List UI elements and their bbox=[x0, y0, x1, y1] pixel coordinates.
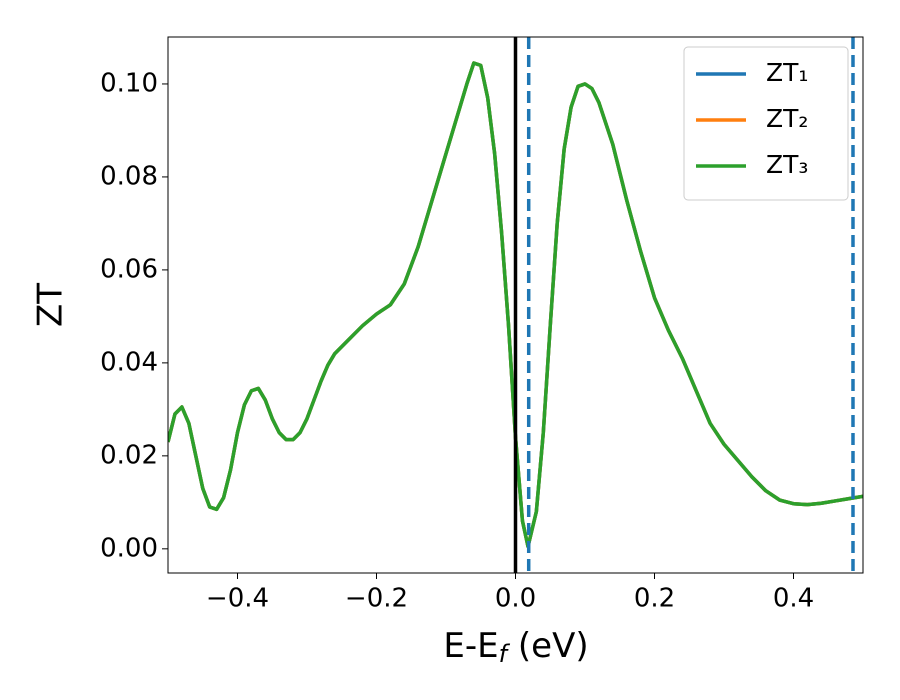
y-tick-label: 0.08 bbox=[100, 161, 158, 191]
y-tick-label: 0.06 bbox=[100, 254, 158, 284]
legend-box bbox=[683, 46, 849, 201]
x-tick-label: 0.4 bbox=[773, 584, 814, 614]
plot-area bbox=[168, 37, 863, 573]
y-tick-label: 0.04 bbox=[100, 347, 158, 377]
x-label-part: E-E bbox=[443, 626, 498, 666]
y-axis-label: ZT bbox=[31, 283, 71, 327]
x-tick-label: −0.2 bbox=[345, 584, 408, 614]
y-tick-label: 0.00 bbox=[100, 533, 158, 563]
x-tick-label: 0.2 bbox=[634, 584, 675, 614]
x-axis-label: E-Ef (eV) bbox=[443, 626, 588, 669]
legend-label: ZT₁ bbox=[766, 58, 808, 87]
x-label-part: (eV) bbox=[507, 626, 589, 666]
legend-label: ZT₃ bbox=[766, 150, 808, 179]
legend-label: ZT₂ bbox=[766, 104, 808, 133]
y-tick-label: 0.10 bbox=[100, 68, 158, 98]
y-tick-label: 0.02 bbox=[100, 440, 158, 470]
x-tick-label: −0.4 bbox=[206, 584, 269, 614]
x-tick-label: 0.0 bbox=[495, 584, 536, 614]
series-line bbox=[168, 61, 863, 549]
plot-frame bbox=[167, 36, 864, 574]
